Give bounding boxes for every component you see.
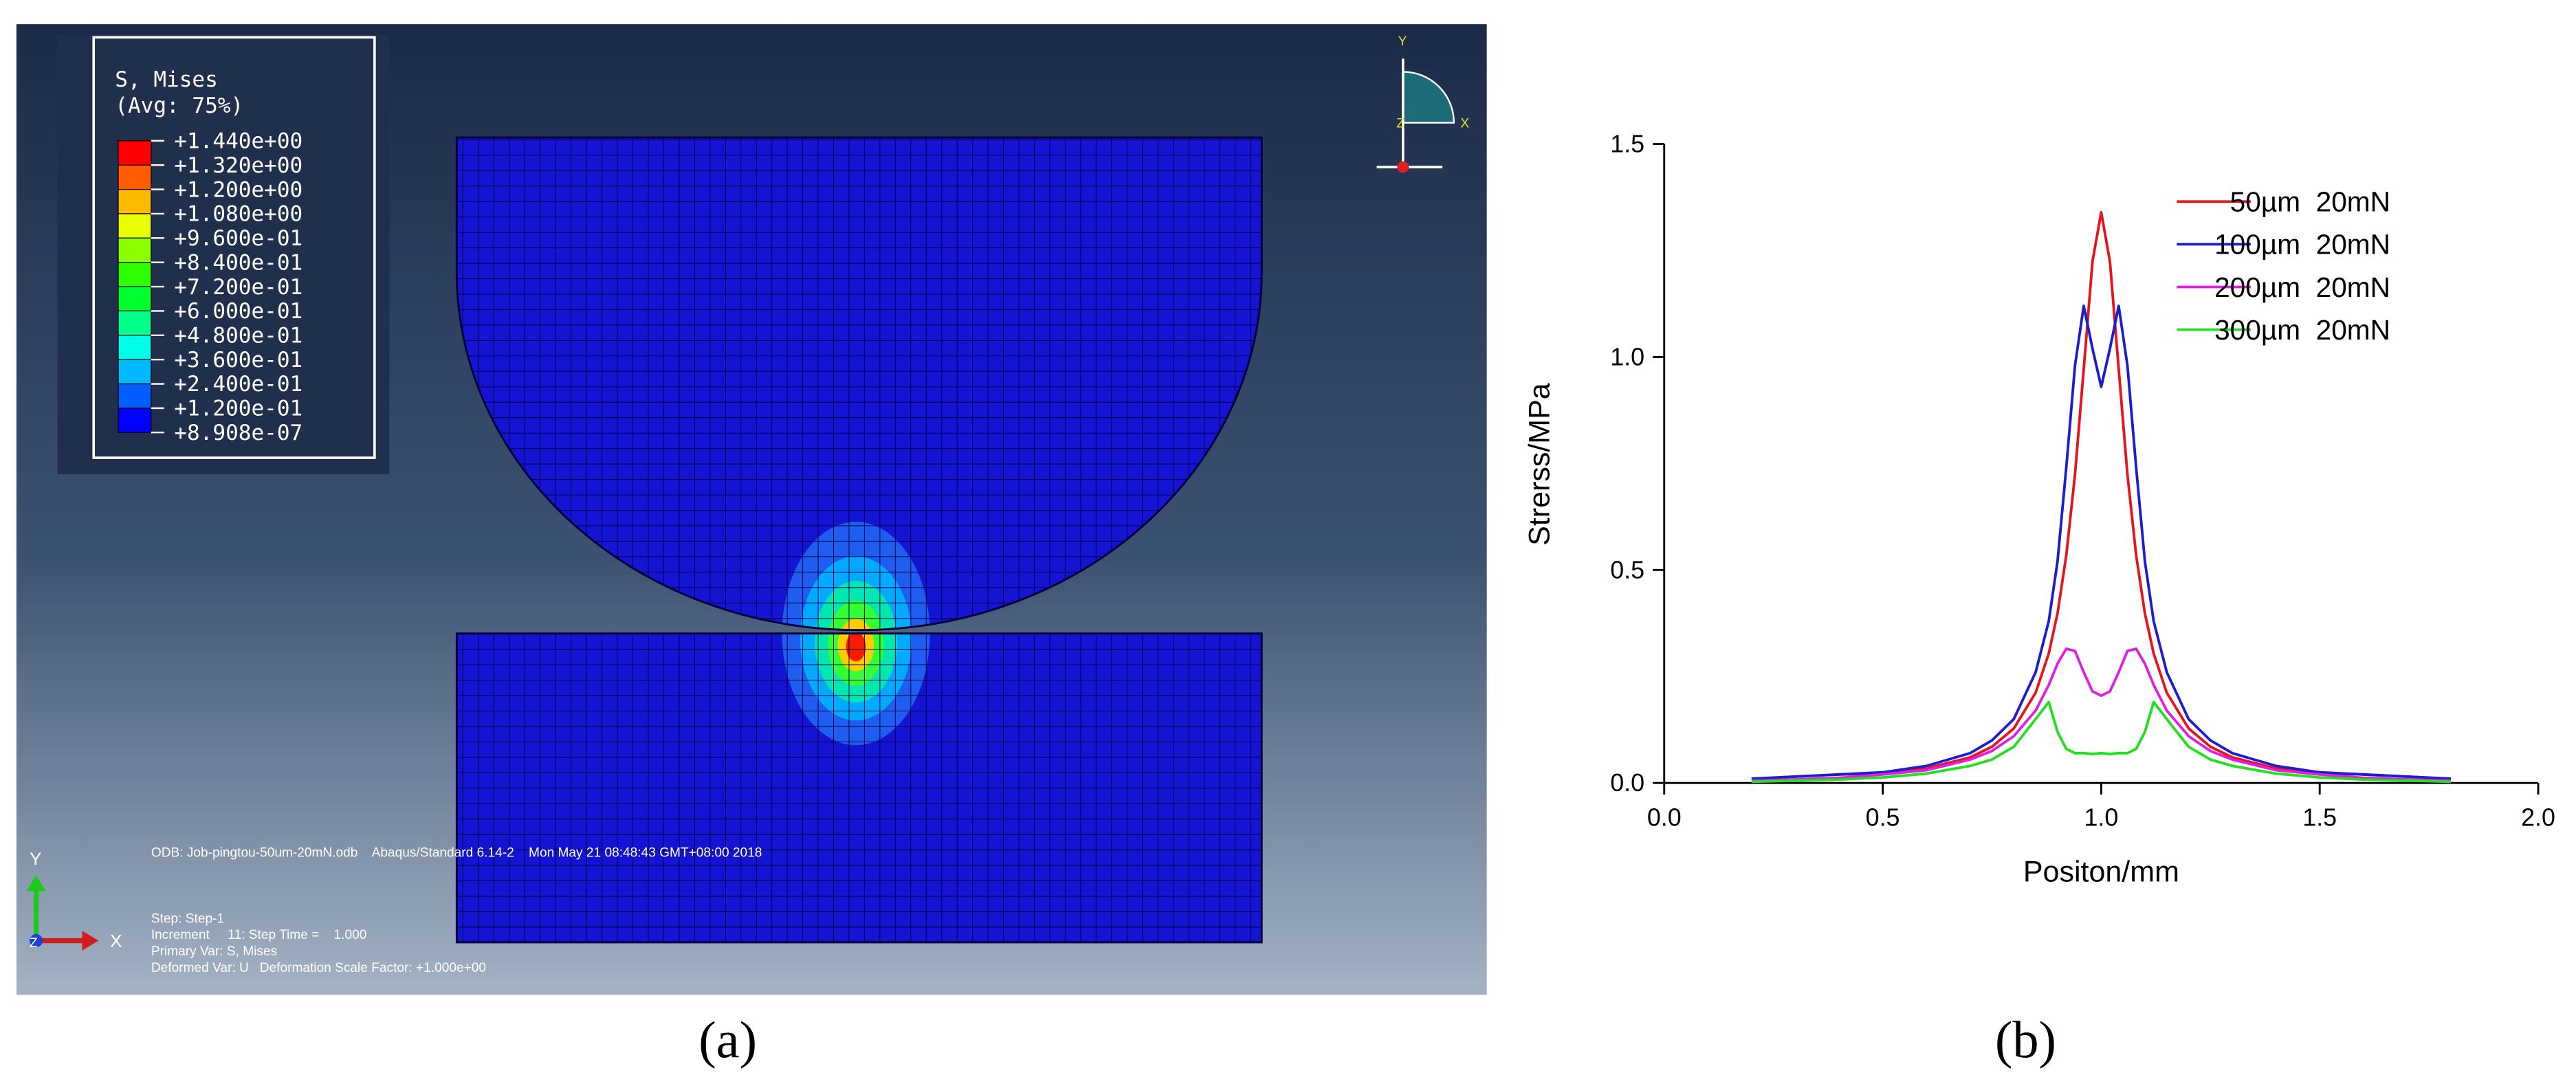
contour-legend: +1.440e+00+1.320e+00+1.200e+00+1.080e+00… xyxy=(118,129,302,445)
legend-subtitle: (Avg: 75%) xyxy=(115,93,243,118)
legend-swatch xyxy=(118,359,152,385)
info-line: Primary Var: S, Mises xyxy=(151,944,277,959)
legend-label: +9.600e-01 xyxy=(174,226,302,251)
view-marker xyxy=(1397,161,1409,173)
legend-swatch xyxy=(118,164,152,190)
legend-label: +7.200e-01 xyxy=(174,275,302,300)
x-tick-label: 2.0 xyxy=(2521,803,2555,831)
y-tick-label: 0.5 xyxy=(1610,556,1644,584)
legend-label: +8.400e-01 xyxy=(174,250,302,275)
legend-swatch xyxy=(118,335,152,360)
legend-label: +1.200e-01 xyxy=(174,397,302,421)
info-line: Step: Step-1 xyxy=(151,911,224,926)
caption: (a) xyxy=(698,1010,757,1069)
triad-label: Y xyxy=(30,849,42,869)
legend-swatch xyxy=(118,408,152,433)
data-line xyxy=(1751,304,2452,780)
triad-label: Y xyxy=(1398,34,1407,49)
caption: (b) xyxy=(1995,1010,2056,1069)
legend-label: +1.080e+00 xyxy=(174,202,302,227)
view-quadrant xyxy=(1402,71,1455,124)
legend-label: 200µm 20mN xyxy=(2214,271,2390,303)
x-tick-label: 0.0 xyxy=(1647,803,1682,831)
data-line xyxy=(1751,700,2451,784)
legend-swatch xyxy=(118,237,152,263)
y-tick-label: 0.0 xyxy=(1610,769,1644,797)
x-tick-label: 1.5 xyxy=(2302,803,2337,831)
legend-swatch xyxy=(118,213,152,238)
info-line: Increment 11: Step Time = 1.000 xyxy=(151,928,367,942)
legend-label: +6.000e-01 xyxy=(174,299,302,324)
view-triad: Y X Z xyxy=(1376,34,1469,173)
y-tick-label: 1.5 xyxy=(1610,131,1644,158)
x-tick-label: 0.5 xyxy=(1866,803,1900,831)
bottom-triad: Y X Z xyxy=(26,849,122,951)
legend-swatch xyxy=(118,188,152,214)
triad-label: Z xyxy=(30,936,38,951)
triad-arrow xyxy=(82,931,99,951)
legend-title: S, Mises xyxy=(115,67,218,92)
legend-label: +8.908e-07 xyxy=(174,421,302,445)
legend-backdrop xyxy=(57,34,390,474)
x-axis-label: Positon/mm xyxy=(2023,856,2179,889)
triad-label: Z xyxy=(1396,117,1405,131)
legend-label: +1.440e+00 xyxy=(174,129,302,154)
legend-label: +1.200e+00 xyxy=(174,177,302,202)
legend-label: +2.400e-01 xyxy=(174,372,302,397)
y-tick-label: 1.0 xyxy=(1610,343,1644,370)
legend-label: +1.320e+00 xyxy=(174,153,302,178)
indenter-outline xyxy=(455,136,1263,632)
triad-arrow xyxy=(26,875,46,891)
simulation-panel: S, Mises (Avg: 75%) +1.440e+00+1.320e+00… xyxy=(16,24,1487,995)
legend-swatch xyxy=(118,140,152,166)
legend-label: 300µm 20mN xyxy=(2214,314,2390,346)
data-line xyxy=(1751,647,2451,783)
legend-label: +4.800e-01 xyxy=(174,324,302,348)
legend-label: 50µm 20mN xyxy=(2230,186,2390,218)
triad-label: X xyxy=(110,931,122,951)
triad-origin xyxy=(30,934,43,948)
chart-panel: Positon/mm Strerss/MPa 0.0 0.5 1.0 1.5 2.0 0.… xyxy=(1523,131,2555,889)
legend-label: 100µm 20mN xyxy=(2214,229,2390,260)
legend-swatch xyxy=(118,383,152,409)
legend-swatch xyxy=(118,262,152,287)
legend-swatch xyxy=(118,286,152,312)
x-tick-label: 1.0 xyxy=(2084,803,2118,831)
triad-label: X xyxy=(1460,117,1469,131)
legend-frame xyxy=(92,36,376,459)
legend-label: +3.600e-01 xyxy=(174,348,302,373)
substrate-outline xyxy=(455,632,1263,944)
y-axis-label: Strerss/MPa xyxy=(1523,383,1556,546)
info-line: Deformed Var: U Deformation Scale Factor… xyxy=(151,961,486,975)
info-line: ODB: Job-pingtou-50um-20mN.odb Abaqus/St… xyxy=(151,846,762,861)
data-line xyxy=(1751,210,2452,780)
legend-swatch xyxy=(118,310,152,336)
